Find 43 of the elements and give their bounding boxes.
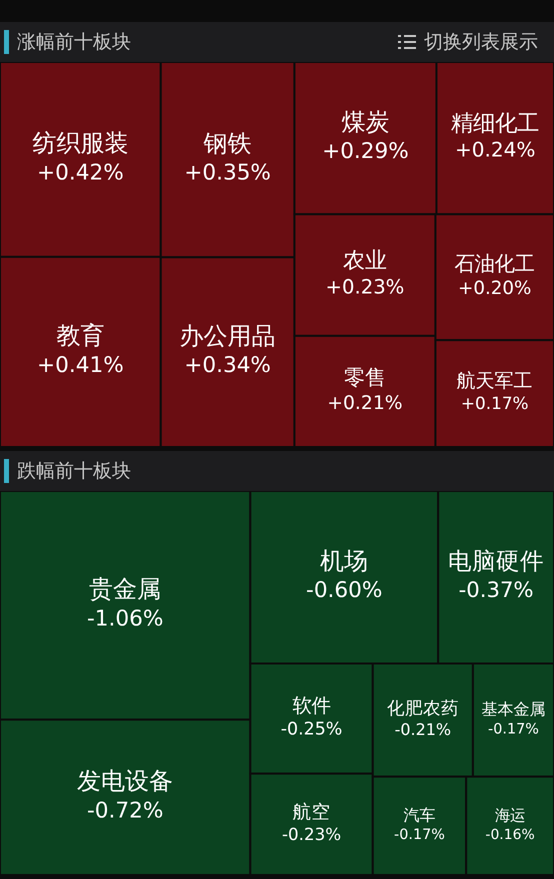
- data-label: -1.06%: [86, 606, 164, 632]
- data-label: -0.72%: [86, 798, 164, 824]
- category-label: 教育: [56, 322, 104, 350]
- data-label: -0.16%: [485, 826, 535, 843]
- data-label: +0.29%: [322, 139, 409, 164]
- data-label: -0.37%: [458, 576, 534, 602]
- data-label: +0.20%: [458, 278, 532, 300]
- text: 跌幅前十板块: [17, 459, 131, 484]
- data-label: +0.41%: [37, 352, 124, 378]
- category-label: 石油化工: [454, 251, 535, 276]
- category-label: 海运: [495, 806, 526, 825]
- data-label: +0.24%: [454, 138, 536, 162]
- category-label: 钢铁: [202, 129, 252, 158]
- category-label: 精细化工: [451, 110, 540, 137]
- category-label: 农业: [342, 248, 387, 274]
- category-label: 基本金属: [481, 700, 546, 719]
- data-label: -0.23%: [282, 824, 342, 844]
- data-label: +0.23%: [326, 275, 404, 298]
- category-label: 航空: [292, 801, 331, 823]
- category-label: 软件: [292, 694, 331, 717]
- category-label: 发电设备: [77, 767, 174, 796]
- category-label: 电脑硬件: [448, 547, 544, 576]
- data-label: +0.42%: [37, 160, 124, 186]
- category-label: 贵金属: [89, 575, 162, 604]
- data-label: +0.34%: [184, 353, 271, 378]
- data-label: -0.21%: [394, 720, 452, 739]
- data-label: +0.17%: [460, 393, 529, 414]
- text: 切换列表展示: [424, 30, 538, 55]
- category-label: 零售: [344, 365, 386, 390]
- data-label: -0.17%: [488, 721, 539, 738]
- data-label: +0.35%: [184, 160, 271, 186]
- data-label: +0.21%: [327, 392, 403, 414]
- data-label: -0.25%: [280, 720, 342, 740]
- category-label: 航天军工: [456, 370, 533, 392]
- text: 涨幅前十板块: [17, 30, 131, 55]
- category-label: 化肥农药: [386, 699, 459, 720]
- category-label: 煤炭: [341, 108, 390, 136]
- category-label: 办公用品: [180, 322, 276, 350]
- category-label: 汽车: [403, 805, 436, 824]
- category-label: 纺织服装: [32, 129, 128, 158]
- category-label: 机场: [320, 547, 368, 576]
- data-label: -0.60%: [306, 578, 382, 604]
- data-label: -0.17%: [394, 827, 445, 844]
